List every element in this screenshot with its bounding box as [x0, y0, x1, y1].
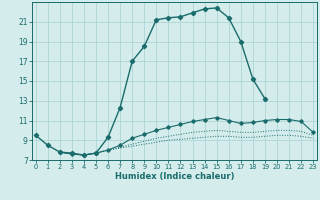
X-axis label: Humidex (Indice chaleur): Humidex (Indice chaleur) [115, 172, 234, 181]
